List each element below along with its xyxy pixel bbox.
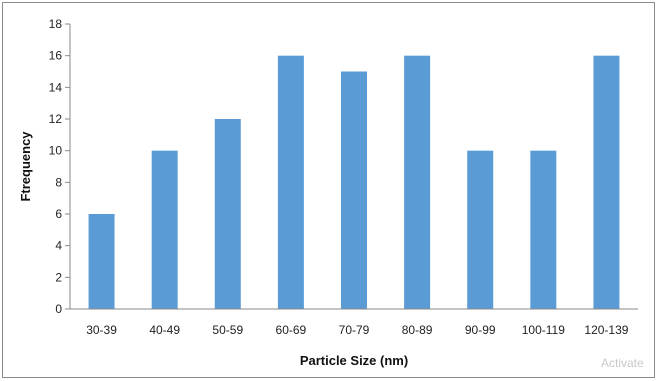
bar-80-89 <box>404 55 431 309</box>
y-tick-label: 8 <box>55 175 62 189</box>
y-tick-label: 0 <box>55 302 62 316</box>
y-tick-label: 16 <box>49 49 63 63</box>
y-tick-label: 2 <box>55 270 62 284</box>
bar-50-59 <box>214 119 241 309</box>
bar-60-69 <box>277 55 304 309</box>
x-tick-label: 100-119 <box>522 323 565 337</box>
bar-90-99 <box>467 150 494 309</box>
x-tick-label: 120-139 <box>584 323 628 337</box>
x-tick-label: 80-89 <box>402 323 433 337</box>
y-tick-label: 12 <box>49 112 63 126</box>
y-tick-labels: 0 2 4 6 8 10 12 14 16 18 <box>49 17 70 316</box>
bars-group <box>88 55 620 309</box>
activate-watermark: Activate <box>601 356 644 370</box>
y-tick-label: 14 <box>49 80 63 94</box>
x-axis-title: Particle Size (nm) <box>300 353 408 368</box>
y-axis-title: Ftrequency <box>18 131 33 202</box>
x-tick-label: 90-99 <box>465 323 496 337</box>
bar-chart: 0 2 4 6 8 10 12 14 16 18 30-39 40-49 50-59 60-69 70-7… <box>18 17 644 370</box>
x-tick-label: 60-69 <box>276 323 307 337</box>
x-tick-label: 40-49 <box>149 323 180 337</box>
bar-120-139 <box>593 55 620 309</box>
bar-100-119 <box>530 150 557 309</box>
bar-70-79 <box>341 71 367 309</box>
bar-30-39 <box>88 214 115 309</box>
x-tick-labels: 30-39 40-49 50-59 60-69 70-79 80-89 90-99 100-1… <box>86 323 629 337</box>
chart-frame: 0 2 4 6 8 10 12 14 16 18 30-39 40-49 50-59 60-69 70-7… <box>2 2 655 378</box>
y-tick-label: 10 <box>49 144 63 158</box>
x-tick-label: 50-59 <box>212 323 243 337</box>
y-tick-label: 18 <box>49 17 63 31</box>
x-tick-label: 30-39 <box>86 323 117 337</box>
y-tick-label: 4 <box>55 239 62 253</box>
bar-40-49 <box>151 150 178 309</box>
x-tick-label: 70-79 <box>339 323 370 337</box>
y-tick-label: 6 <box>55 207 62 221</box>
